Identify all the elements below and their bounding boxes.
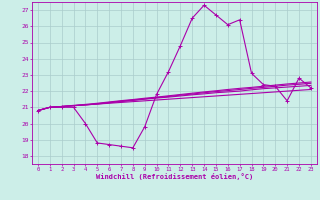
X-axis label: Windchill (Refroidissement éolien,°C): Windchill (Refroidissement éolien,°C)	[96, 173, 253, 180]
